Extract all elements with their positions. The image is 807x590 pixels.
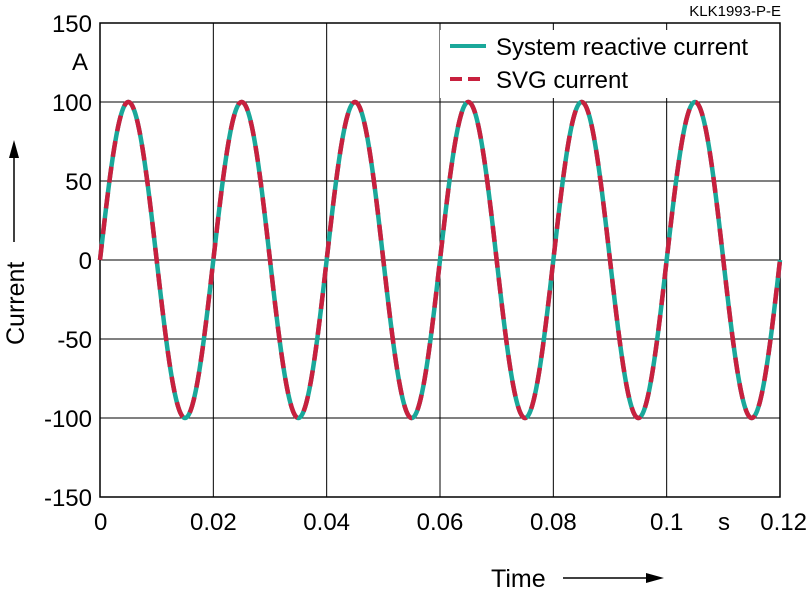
y-tick-label: -150	[44, 485, 92, 512]
legend: System reactive current SVG current	[440, 30, 775, 98]
legend-label-system-reactive-current: System reactive current	[496, 34, 748, 61]
x-axis-arrow-head	[646, 573, 664, 583]
x-tick-label: 0.12	[760, 509, 807, 536]
legend-label-svg-current: SVG current	[496, 67, 628, 94]
y-unit-label: A	[72, 49, 88, 76]
series-layer	[97, 99, 783, 421]
legend-background	[440, 30, 775, 98]
y-tick-labels: 150 100 50 0 -50 -100 -150	[44, 11, 92, 512]
x-unit-label: s	[718, 509, 730, 536]
series-line-system-reactive-current	[97, 99, 783, 421]
x-tick-label: 0.08	[530, 509, 577, 536]
x-tick-label: 0.02	[190, 509, 237, 536]
x-tick-label: 0	[94, 509, 107, 536]
y-axis-title: Current	[2, 140, 30, 345]
y-tick-label: 0	[79, 248, 92, 275]
y-tick-label: 50	[65, 169, 92, 196]
x-tick-label: 0.1	[650, 509, 683, 536]
y-axis-label: Current	[2, 262, 30, 345]
y-tick-label: -50	[57, 327, 92, 354]
y-tick-label: 150	[52, 11, 92, 38]
y-tick-label: 100	[52, 90, 92, 117]
x-tick-label: 0.04	[303, 509, 350, 536]
x-axis-label: Time	[491, 565, 546, 590]
x-tick-label: 0.06	[417, 509, 464, 536]
x-axis-title: Time	[491, 565, 664, 590]
corner-label: KLK1993-P-E	[689, 3, 781, 20]
x-tick-labels: 0 0.02 0.04 0.06 0.08 0.1 0.12	[94, 509, 807, 536]
y-tick-label: -100	[44, 406, 92, 433]
y-axis-arrow-head	[9, 140, 19, 158]
